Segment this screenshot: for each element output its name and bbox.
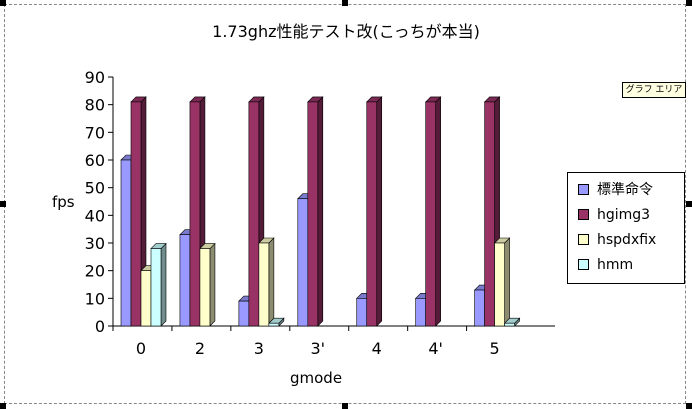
bar-2-2 [258,242,270,327]
bar-side-1-5 [435,96,441,327]
resize-handle-left[interactable] [0,201,6,207]
x-tick-label-5: 4' [428,339,443,358]
resize-handle-right[interactable] [686,201,692,207]
bar-3-0 [150,248,162,327]
legend-label-1: hgimg3 [597,207,651,223]
bar-side-1-4 [376,96,383,327]
bar-side-2-6 [504,237,510,327]
bar-0-3 [297,198,309,327]
bar-1-1 [189,101,201,327]
legend-swatch-2 [578,234,589,245]
y-tick-label-5: 50 [85,179,105,198]
y-tick-label-8: 80 [85,96,105,115]
y-tick-label-9: 90 [85,68,105,87]
bar-2-0 [140,270,152,327]
x-tick-label-2: 3 [254,339,264,358]
bar-0-6 [474,289,485,327]
bar-1-4 [366,101,378,327]
bar-0-2 [238,300,250,327]
chart-title: 1.73ghz性能テスト改(こっちが本当) [212,22,480,41]
bar-0-4 [356,298,368,327]
resize-handle-bottom-right[interactable] [686,403,692,409]
y-tick-label-7: 70 [85,123,105,142]
y-tick-label-4: 40 [85,206,105,225]
resize-handle-top[interactable] [342,0,348,6]
bar-2-6 [494,242,505,327]
legend-label-3: hmm [597,257,634,273]
legend-label-0: 標準命令 [597,182,653,198]
legend-label-2: hspdxfix [597,232,657,248]
legend-swatch-3 [578,259,589,270]
resize-handle-bottom-left[interactable] [0,403,6,409]
bar-1-2 [248,101,260,327]
x-tick-label-6: 5 [490,339,500,358]
bar-side-2-2 [268,237,275,327]
x-tick-label-3: 3' [311,339,326,358]
y-tick-label-6: 60 [85,151,105,170]
resize-handle-top-right[interactable] [686,0,692,6]
y-tick-label-1: 10 [85,289,105,308]
legend: 標準命令 hgimg3 hspdxfix hmm [567,172,685,284]
bar-side-2-1 [209,242,216,327]
bar-1-6 [484,101,495,327]
y-tick-label-3: 30 [85,234,105,253]
legend-swatch-1 [578,209,589,220]
bar-0-0 [120,159,132,327]
y-tick-label-2: 20 [85,262,105,281]
bar-2-1 [199,248,211,327]
bar-0-1 [179,234,191,327]
bar-1-0 [130,101,142,327]
bar-1-3 [307,101,319,327]
y-axis-label: fps [52,193,75,211]
resize-handle-bottom[interactable] [342,403,348,409]
x-tick-label-4: 4 [372,339,382,358]
bar-1-5 [425,101,436,327]
bar-0-5 [415,298,426,327]
x-tick-label-0: 0 [136,339,146,358]
legend-swatch-0 [578,184,589,195]
bar-side-1-3 [317,96,324,327]
x-tick-label-1: 2 [195,339,205,358]
y-tick-label-0: 0 [95,317,105,336]
bar-side-3-0 [160,242,167,327]
bar-3-2 [268,322,280,327]
chart-area-tooltip: グラフ エリア [622,82,686,98]
bar-3-6 [504,322,515,327]
x-axis-label: gmode [290,369,343,387]
resize-handle-top-left[interactable] [0,0,6,6]
